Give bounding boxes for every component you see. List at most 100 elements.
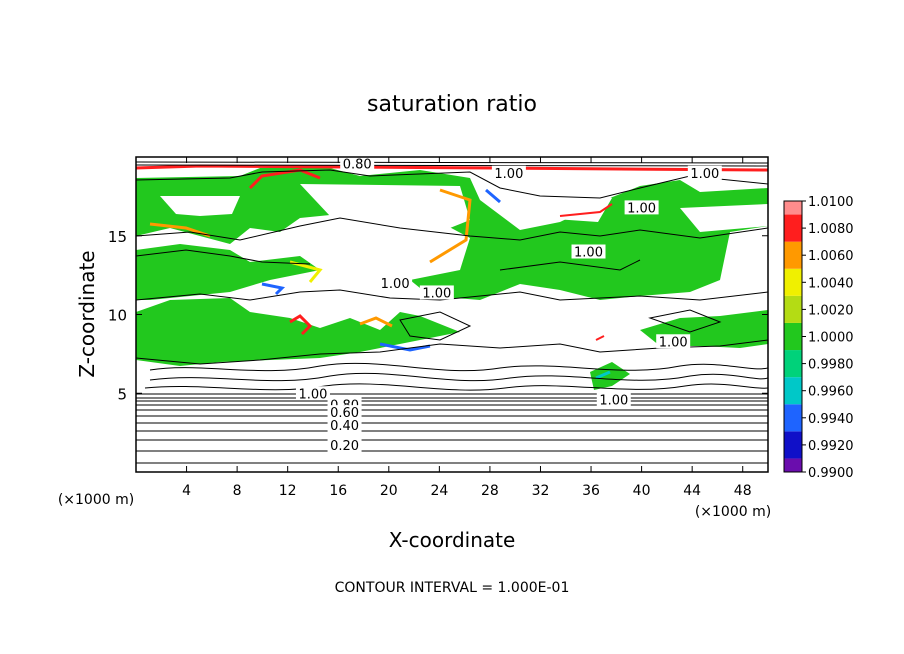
contour-label-bg — [327, 405, 362, 420]
field-region — [136, 244, 320, 300]
x-tick-label: 8 — [233, 483, 242, 499]
contour-label-bg — [687, 165, 722, 180]
colorbar-label: 0.9900 — [808, 466, 854, 481]
contour-label-bg — [340, 156, 375, 171]
colorbar-label: 0.9920 — [808, 439, 854, 454]
field-edge — [359, 316, 393, 328]
x-tick-label: 44 — [683, 483, 701, 499]
contour-line — [136, 161, 768, 164]
colorbar-label: 0.9960 — [808, 385, 854, 400]
x-axis-label: X-coordinate — [389, 528, 516, 552]
contour-label-bg — [419, 285, 454, 300]
x-tick-label: 16 — [329, 483, 347, 499]
field-edge — [289, 314, 313, 336]
x-tick-label: 48 — [734, 483, 752, 499]
field-region — [590, 362, 630, 390]
colorbar-label: 0.9980 — [808, 358, 854, 373]
contour-label-layer: 0.80 1.00 1.00 1.00 1.00 1.00 1.00 1.00 1.00 1.00… — [295, 156, 722, 454]
contour-line — [136, 164, 768, 167]
field-edge — [429, 188, 472, 264]
contour-label-bg — [656, 334, 691, 349]
contour-label: 0.60 — [330, 406, 359, 421]
x-axis-ticks: 4 8 12 16 20 24 28 32 36 40 44 48 — [182, 157, 752, 499]
contour-line — [149, 362, 768, 372]
contour-label: 1.00 — [298, 387, 327, 402]
y-axis-ticks: 5 10 15 — [108, 228, 768, 403]
colorbar-label: 1.0080 — [808, 222, 854, 237]
x-tick-label: 4 — [182, 483, 191, 499]
field-edge — [261, 282, 286, 296]
contour-label: 0.80 — [343, 157, 372, 172]
field-region — [680, 204, 768, 232]
contour-label: 0.40 — [330, 419, 359, 434]
contour-label-bg — [491, 165, 526, 180]
colorbar-swatch — [784, 404, 802, 432]
colorbar-swatch — [784, 295, 802, 323]
contour-label-bg — [596, 392, 631, 407]
colorbar-swatch — [784, 241, 802, 269]
contour-label: 0.20 — [330, 439, 359, 454]
contour-line — [499, 259, 641, 271]
contour-line — [648, 309, 722, 333]
field-edge — [379, 342, 431, 352]
field-edge — [248, 168, 321, 190]
contour-label-bg — [624, 200, 659, 215]
y-tick-label: 15 — [108, 228, 127, 246]
colorbar-label: 1.0060 — [808, 249, 854, 264]
contour-label: 1.00 — [627, 201, 656, 216]
x-tick-label: 36 — [582, 483, 600, 499]
x-tick-label: 40 — [633, 483, 651, 499]
contour-line — [136, 217, 768, 241]
field-edge — [149, 222, 211, 238]
contour-label: 1.00 — [690, 167, 719, 182]
contour-interval-note: CONTOUR INTERVAL = 1.000E-01 — [335, 580, 570, 596]
colorbar-label: 1.0020 — [808, 303, 854, 318]
chart-title: saturation ratio — [367, 92, 537, 117]
field-region — [488, 186, 612, 222]
contour-label-bg — [571, 244, 606, 259]
colorbar-swatch — [784, 350, 802, 378]
colorbar-label: 1.0100 — [808, 195, 854, 210]
contour-label-bg — [327, 417, 362, 432]
contour-line — [136, 289, 768, 301]
colorbar-label: 1.0040 — [808, 276, 854, 291]
contour-label-bg — [295, 386, 330, 401]
contour-label: 1.00 — [599, 394, 628, 409]
y-tick-label: 10 — [108, 307, 127, 325]
y-tick-label: 5 — [117, 385, 127, 403]
field-edge — [595, 335, 605, 341]
contour-line — [136, 169, 768, 199]
x-tick-label: 12 — [279, 483, 297, 499]
contour-label: 1.00 — [422, 286, 451, 301]
x-tick-label: 20 — [380, 483, 398, 499]
x-unit-label: (×1000 m) — [695, 504, 771, 520]
field-layer — [136, 164, 768, 390]
contour-label: 1.00 — [494, 167, 523, 182]
colorbar: 0.9900 0.9920 0.9940 0.9960 0.9980 1.0000 1.00… — [783, 195, 854, 481]
colorbar-swatch — [784, 214, 802, 242]
colorbar-swatch — [784, 377, 802, 405]
field-region — [160, 196, 240, 216]
field-edge — [559, 203, 613, 217]
colorbar-label: 0.9940 — [808, 412, 854, 427]
colorbar-swatch — [784, 458, 802, 472]
x-tick-label: 24 — [430, 483, 448, 499]
x-tick-label: 32 — [532, 483, 550, 499]
x-tick-label: 28 — [481, 483, 499, 499]
contour-label: 1.00 — [381, 277, 410, 292]
field-edge — [595, 370, 611, 380]
field-edge — [485, 188, 501, 204]
contour-label-bg — [378, 276, 413, 290]
colorbar-swatch — [784, 201, 802, 215]
field-edge — [289, 260, 323, 283]
colorbar-label: 1.0000 — [808, 331, 854, 346]
contour-label: 1.00 — [659, 335, 688, 350]
y-axis-label: Z-coordinate — [75, 250, 99, 377]
contour-lines — [136, 161, 768, 464]
colorbar-swatch — [784, 322, 802, 351]
contour-line — [149, 372, 768, 382]
field-region — [300, 184, 470, 232]
contour-line — [144, 383, 768, 391]
contour-label-bg — [327, 438, 362, 453]
